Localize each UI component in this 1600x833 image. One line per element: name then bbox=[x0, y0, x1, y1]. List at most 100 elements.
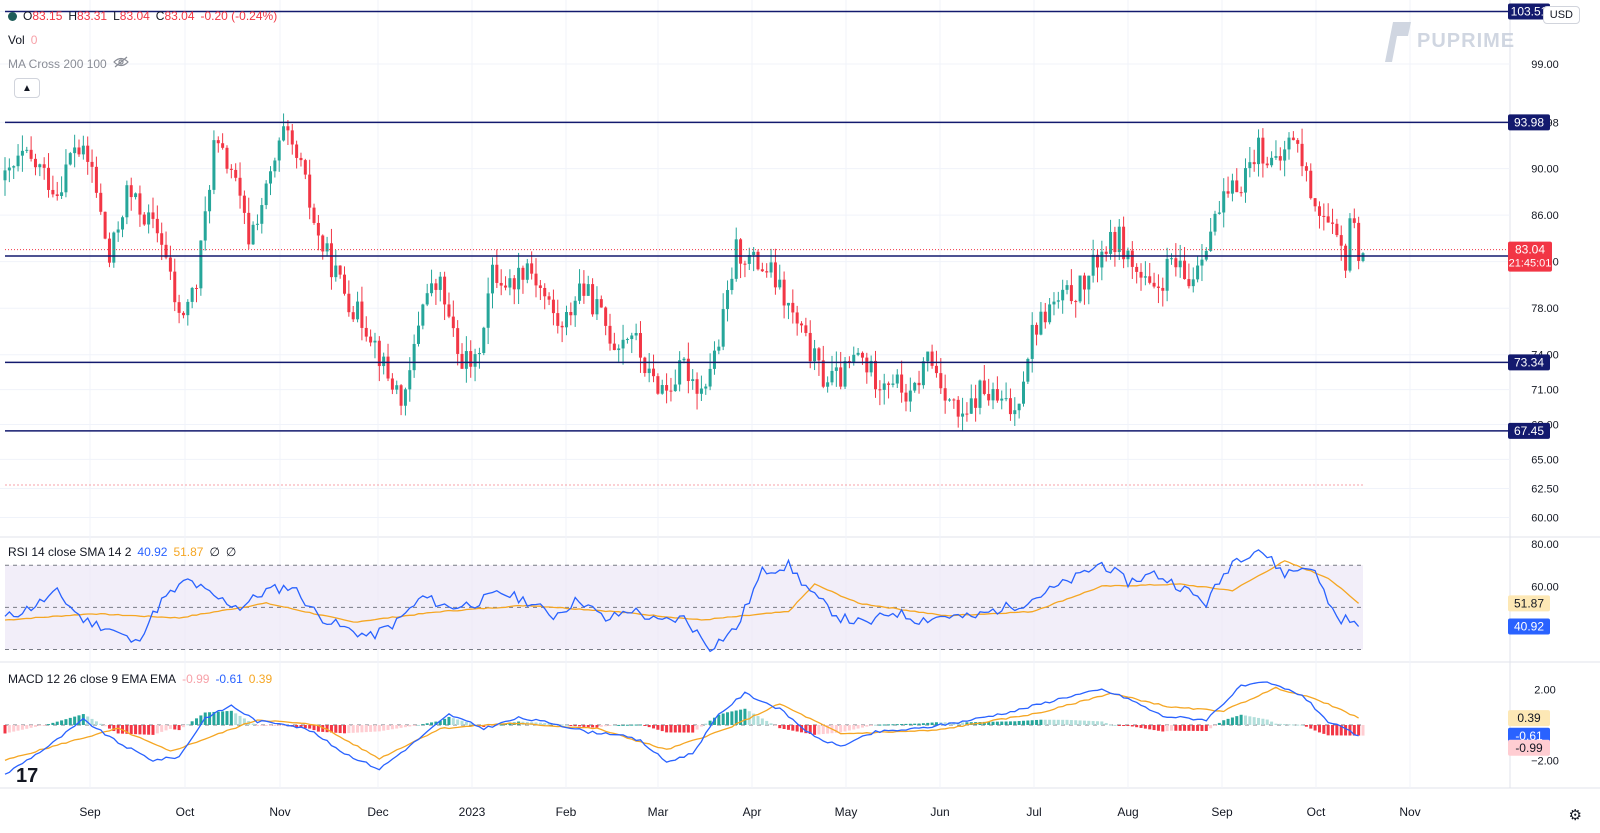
collapse-legend-button[interactable]: ▲ bbox=[14, 78, 40, 98]
tradingview-logo-icon[interactable]: 17 bbox=[16, 765, 39, 787]
candle-body bbox=[60, 192, 64, 196]
candle-body bbox=[1252, 162, 1256, 165]
macd-histogram-bar bbox=[630, 724, 634, 726]
candle-body bbox=[208, 189, 212, 212]
macd-histogram-bar bbox=[686, 725, 690, 733]
macd-histogram-bar bbox=[273, 725, 277, 726]
macd-histogram-bar bbox=[1226, 718, 1230, 725]
macd-histogram-bar bbox=[490, 725, 494, 726]
settings-gear-icon[interactable]: ⚙ bbox=[1568, 807, 1582, 824]
candle-body bbox=[813, 348, 817, 362]
currency-selector[interactable]: USD bbox=[1542, 6, 1580, 24]
price-level-label: 73.34 bbox=[1514, 355, 1544, 369]
macd-histogram-bar bbox=[1013, 721, 1017, 725]
macd-histogram-bar bbox=[852, 725, 856, 730]
macd-histogram-bar bbox=[81, 714, 85, 725]
candle-body bbox=[1187, 279, 1191, 287]
candle-body bbox=[1082, 275, 1086, 290]
macd-histogram-bar bbox=[821, 725, 825, 735]
macd-histogram-bar bbox=[351, 725, 355, 733]
candle-body bbox=[325, 243, 329, 252]
macd-histogram-bar bbox=[20, 725, 24, 730]
macd-histogram-bar bbox=[299, 725, 303, 728]
symbol-status-dot bbox=[8, 11, 17, 21]
macd-histogram-bar bbox=[334, 725, 338, 733]
rsi-value: 40.92 bbox=[137, 545, 168, 559]
macd-histogram-bar bbox=[961, 722, 965, 725]
candle-body bbox=[995, 389, 999, 401]
macd-histogram-bar bbox=[1048, 719, 1052, 725]
macd-histogram-bar bbox=[416, 724, 420, 726]
candle-body bbox=[512, 278, 516, 290]
candle-body bbox=[1291, 137, 1295, 141]
macd-histogram-bar bbox=[839, 725, 843, 733]
macd-histogram-bar bbox=[430, 722, 434, 725]
candle-body bbox=[3, 170, 7, 181]
month-tick-label: Dec bbox=[367, 805, 388, 819]
macd-histogram-bar bbox=[212, 711, 216, 725]
macd-histogram-bar bbox=[1287, 724, 1291, 726]
ma-cross-legend[interactable]: MA Cross 200 100 bbox=[8, 56, 129, 71]
candle-body bbox=[1065, 285, 1069, 290]
candle-body bbox=[229, 168, 233, 170]
candle-body bbox=[1156, 286, 1160, 288]
macd-histogram-bar bbox=[1035, 719, 1039, 725]
candle-body bbox=[591, 284, 595, 315]
volume-legend[interactable]: Vol 0 bbox=[8, 33, 37, 47]
candle-body bbox=[107, 238, 111, 263]
macd-histogram-bar bbox=[778, 725, 782, 729]
macd-histogram-bar bbox=[1161, 725, 1165, 732]
candle-body bbox=[1283, 149, 1287, 161]
candle-body bbox=[356, 301, 360, 320]
macd-histogram-bar bbox=[269, 725, 273, 726]
candle-body bbox=[1122, 226, 1126, 260]
macd-histogram-bar bbox=[817, 725, 821, 735]
low-label: L bbox=[113, 9, 120, 23]
candle-body bbox=[190, 287, 194, 302]
macd-histogram-bar bbox=[1174, 725, 1178, 731]
candle-body bbox=[277, 140, 281, 161]
candle-body bbox=[1265, 163, 1269, 166]
macd-histogram-bar bbox=[51, 722, 55, 725]
candle-body bbox=[608, 325, 612, 344]
macd-histogram-bar bbox=[425, 723, 429, 725]
macd-legend[interactable]: MACD 12 26 close 9 EMA EMA -0.99 -0.61 0… bbox=[8, 672, 272, 686]
month-tick-label: Mar bbox=[648, 805, 669, 819]
candle-body bbox=[1361, 253, 1365, 261]
candle-body bbox=[447, 304, 451, 317]
candle-body bbox=[242, 195, 246, 213]
macd-histogram-bar bbox=[865, 725, 869, 727]
macd-histogram-bar bbox=[1087, 720, 1091, 725]
macd-histogram-bar bbox=[1248, 716, 1252, 725]
candle-body bbox=[769, 262, 773, 273]
macd-histogram-bar bbox=[917, 723, 921, 725]
macd-histogram-bar bbox=[1352, 725, 1356, 736]
macd-histogram-bar bbox=[199, 715, 203, 725]
candle-body bbox=[1030, 324, 1034, 359]
month-tick-label: Jun bbox=[930, 805, 949, 819]
rsi-legend[interactable]: RSI 14 close SMA 14 2 40.92 51.87 ∅ ∅ bbox=[8, 545, 236, 559]
candle-body bbox=[195, 287, 199, 289]
candle-body bbox=[386, 356, 390, 379]
macd-histogram-bar bbox=[569, 725, 573, 726]
macd-histogram-bar bbox=[543, 722, 547, 725]
macd-histogram-bar bbox=[77, 715, 81, 725]
candle-body bbox=[538, 285, 542, 288]
candle-body bbox=[612, 343, 616, 351]
price-level-badge bbox=[1508, 354, 1550, 371]
candle-body bbox=[987, 393, 991, 401]
macd-histogram-bar bbox=[255, 725, 259, 727]
macd-histogram-bar bbox=[1257, 717, 1261, 725]
candle-body bbox=[882, 383, 886, 390]
macd-histogram-bar bbox=[316, 725, 320, 732]
eye-hidden-icon[interactable] bbox=[112, 56, 129, 71]
macd-value-badge bbox=[1508, 739, 1550, 756]
month-tick-label: Oct bbox=[176, 805, 195, 819]
macd-histogram-bar bbox=[1030, 720, 1034, 725]
candle-body bbox=[638, 333, 642, 358]
macd-histogram-bar bbox=[1091, 721, 1095, 725]
macd-histogram-bar bbox=[1261, 718, 1265, 725]
candle-body bbox=[895, 374, 899, 384]
candle-body bbox=[416, 325, 420, 344]
